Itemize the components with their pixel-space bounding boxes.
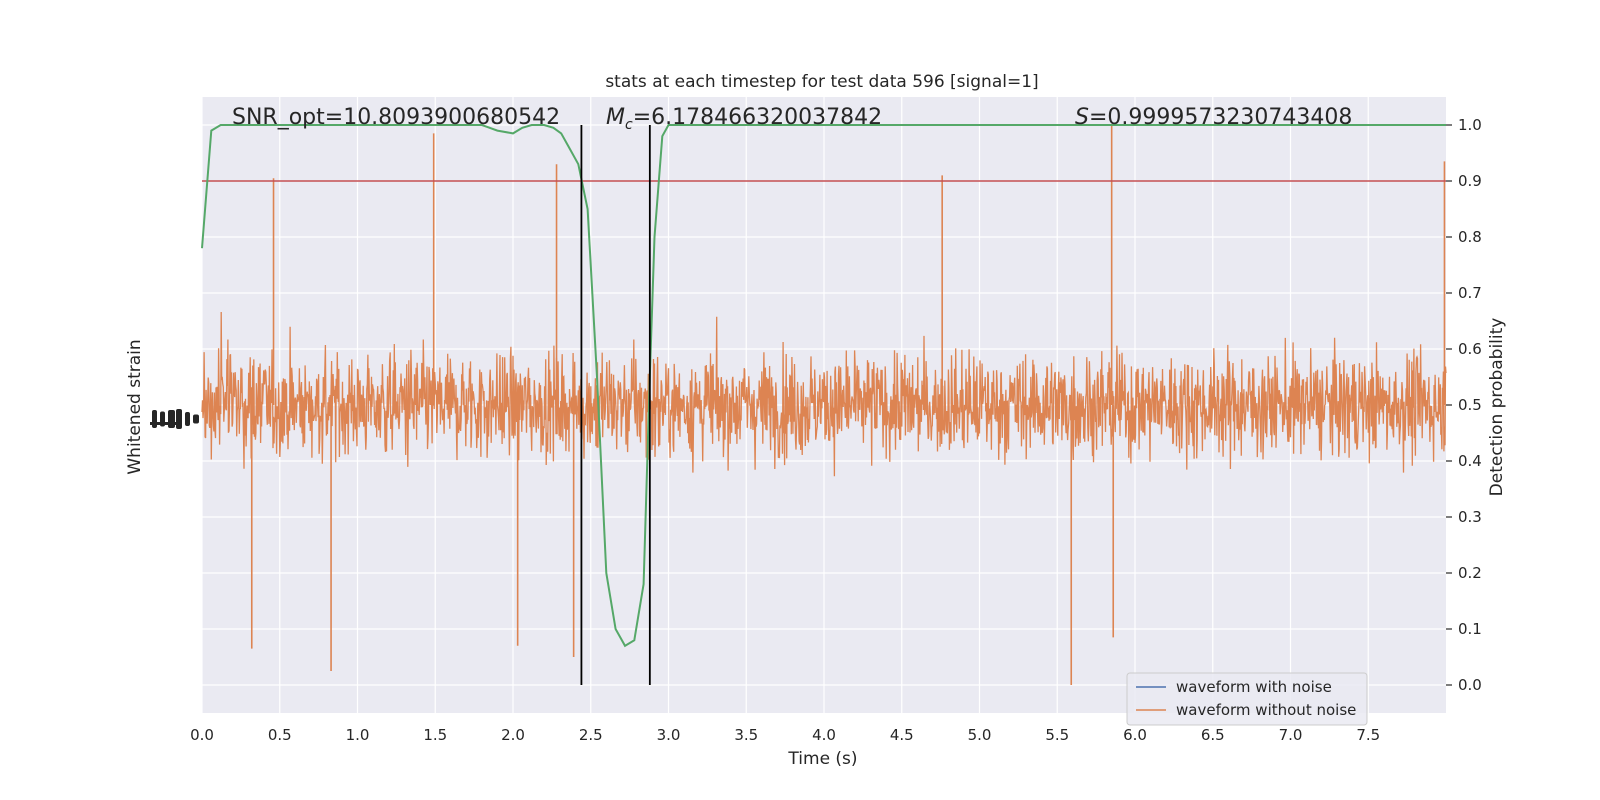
x-tick-label: 6.0 xyxy=(1123,726,1147,744)
detection-probability-line xyxy=(201,124,1446,648)
x-tick-label: 5.0 xyxy=(968,726,992,744)
s-annotation: S=0.9999573230743408 xyxy=(1075,105,1352,130)
x-axis-label: Time (s) xyxy=(787,749,857,769)
right-tick-label: 1.0 xyxy=(1458,116,1482,134)
right-axis-ticks: 0.0 0.1 0.2 0.3 0.4 0.5 0.6 0.7 0.8 0.9 1.0 xyxy=(1446,116,1482,694)
chart-title: stats at each timestep for test data 596… xyxy=(605,72,1038,92)
s-symbol: S xyxy=(1075,105,1089,130)
left-tick-label-overlap xyxy=(193,414,199,424)
right-axis-label: Detection probability xyxy=(1487,318,1507,497)
right-tick-label: 0.6 xyxy=(1458,340,1482,358)
x-axis-ticks: 0.0 0.5 1.0 1.5 2.0 2.5 3.0 3.5 4.0 4.5 5.0 5.5 6.0 6… xyxy=(190,726,1380,744)
left-tick-mark xyxy=(150,422,176,425)
x-tick-label: 5.5 xyxy=(1045,726,1069,744)
x-tick-label: 2.5 xyxy=(579,726,603,744)
x-tick-label: 0.5 xyxy=(268,726,292,744)
series-detection-probability xyxy=(201,124,1446,648)
legend-label-waveform-with-noise: waveform with noise xyxy=(1176,678,1332,696)
right-tick-label: 0.3 xyxy=(1458,508,1482,526)
right-tick-label: 0.2 xyxy=(1458,564,1482,582)
x-tick-label: 7.0 xyxy=(1279,726,1303,744)
x-tick-label: 1.0 xyxy=(346,726,370,744)
right-tick-label: 0.8 xyxy=(1458,228,1482,246)
right-tick-label: 0.1 xyxy=(1458,620,1482,638)
x-tick-label: 3.5 xyxy=(734,726,758,744)
x-tick-label: 4.5 xyxy=(890,726,914,744)
left-axis-label: Whitened strain xyxy=(125,339,145,474)
left-tick-label-overlap xyxy=(176,409,182,429)
left-tick-label-overlap xyxy=(185,412,190,426)
mc-subscript: c xyxy=(625,117,633,133)
left-axis-ticks xyxy=(150,409,199,429)
legend-label-waveform-without-noise: waveform without noise xyxy=(1176,701,1356,719)
x-tick-label: 0.0 xyxy=(190,726,214,744)
right-tick-label: 0.7 xyxy=(1458,284,1482,302)
right-tick-label: 0.0 xyxy=(1458,676,1482,694)
right-tick-label: 0.9 xyxy=(1458,172,1482,190)
x-tick-label: 2.0 xyxy=(501,726,525,744)
mc-symbol: M xyxy=(606,105,625,130)
x-tick-label: 3.0 xyxy=(657,726,681,744)
s-value: =0.9999573230743408 xyxy=(1089,105,1352,130)
x-tick-label: 1.5 xyxy=(423,726,447,744)
x-tick-label: 7.5 xyxy=(1356,726,1380,744)
left-tick-label-overlap xyxy=(168,410,175,428)
legend: waveform with noise waveform without noi… xyxy=(1126,672,1368,726)
x-tick-label: 4.0 xyxy=(812,726,836,744)
mc-value: =6.178466320037842 xyxy=(633,105,882,130)
snr-annotation: SNR_opt=10.8093900680542 xyxy=(232,105,560,130)
left-tick-label-overlap xyxy=(152,410,157,428)
waveform-without-noise-line xyxy=(201,311,1447,477)
right-tick-label: 0.5 xyxy=(1458,396,1482,414)
legend-box xyxy=(1126,672,1368,726)
vertical-markers xyxy=(580,125,651,685)
right-tick-label: 0.4 xyxy=(1458,452,1482,470)
x-tick-label: 6.5 xyxy=(1201,726,1225,744)
mc-annotation: Mc=6.178466320037842 xyxy=(606,105,882,133)
series-waveform-without-noise xyxy=(201,125,1447,685)
